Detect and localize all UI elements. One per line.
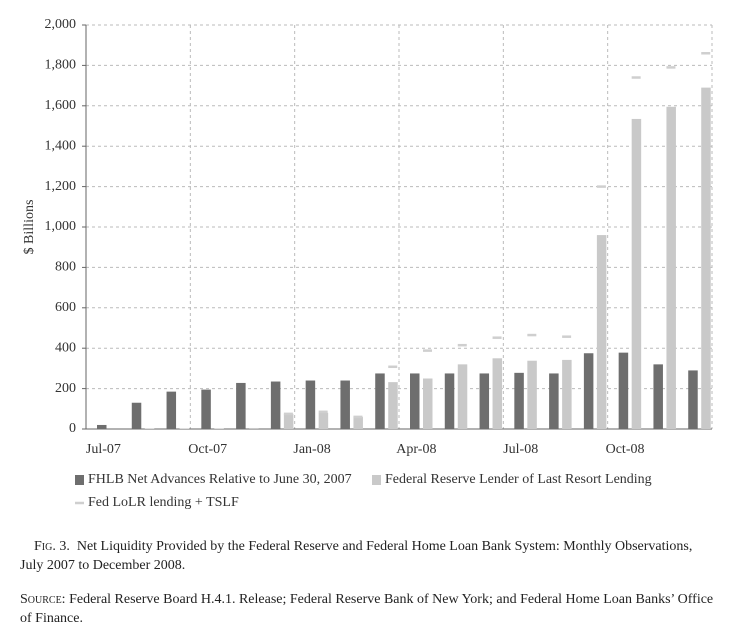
bar bbox=[423, 378, 433, 429]
bar bbox=[492, 358, 503, 429]
y-tick-label: 600 bbox=[55, 300, 76, 315]
x-tick-label: Oct-07 bbox=[188, 442, 227, 457]
y-tick-label: 400 bbox=[55, 340, 76, 355]
bar bbox=[340, 380, 350, 429]
bar bbox=[596, 235, 607, 429]
x-tick-label: Jul-08 bbox=[503, 442, 538, 457]
y-tick-label: 1,800 bbox=[45, 58, 77, 73]
bar bbox=[444, 373, 455, 429]
bar bbox=[201, 389, 211, 429]
y-tick-label: 0 bbox=[69, 421, 76, 436]
bar bbox=[562, 359, 572, 429]
bar bbox=[375, 373, 385, 429]
bar bbox=[388, 382, 398, 429]
chart: $ Billions 0 200 400 600 800 1,000 1,200 1,400 1… bbox=[22, 17, 713, 510]
y-axis-label: $ Billions bbox=[22, 200, 37, 255]
y-tick-label: 800 bbox=[55, 260, 76, 275]
legend-swatch bbox=[372, 475, 381, 485]
y-tick-label: 200 bbox=[55, 381, 76, 396]
bar bbox=[305, 380, 316, 429]
bar bbox=[179, 428, 190, 429]
bar bbox=[514, 372, 524, 429]
legend-label: Federal Reserve Lender of Last Resort Le… bbox=[385, 472, 652, 487]
bar bbox=[270, 381, 281, 429]
bar bbox=[527, 360, 537, 429]
bar bbox=[631, 118, 642, 430]
bar bbox=[457, 364, 468, 429]
bar bbox=[688, 370, 698, 429]
bar bbox=[583, 353, 594, 429]
bar bbox=[318, 412, 329, 429]
bar bbox=[131, 402, 142, 429]
legend-label: Fed LoLR lending + TSLF bbox=[88, 495, 239, 510]
caption: Fig. 3. Net Liquidity Provided by the Fe… bbox=[20, 537, 715, 575]
y-tick-label: 1,600 bbox=[45, 98, 77, 113]
source-label: Source: bbox=[20, 592, 66, 607]
bar bbox=[236, 382, 246, 429]
bar bbox=[653, 364, 663, 429]
caption-text: Net Liquidity Provided by the Federal Re… bbox=[20, 539, 693, 573]
bar bbox=[666, 106, 676, 429]
source-text: Federal Reserve Board H.4.1. Release; Fe… bbox=[20, 592, 714, 626]
y-tick-label: 1,200 bbox=[45, 179, 77, 194]
x-tick-label: Apr-08 bbox=[396, 442, 436, 457]
legend-swatch bbox=[75, 475, 84, 485]
x-tick-label: Jul-07 bbox=[86, 442, 121, 457]
y-tick-label: 1,400 bbox=[45, 138, 77, 153]
bar bbox=[549, 373, 559, 429]
bar bbox=[249, 427, 259, 429]
bar bbox=[166, 391, 177, 429]
bar bbox=[214, 428, 224, 429]
x-tick-label: Oct-08 bbox=[606, 442, 645, 457]
bar bbox=[618, 352, 629, 429]
caption-label: Fig. 3. bbox=[34, 539, 70, 554]
source: Source: Federal Reserve Board H.4.1. Rel… bbox=[20, 590, 715, 628]
bar bbox=[353, 416, 363, 429]
legend-label: FHLB Net Advances Relative to June 30, 2… bbox=[88, 472, 352, 487]
bar bbox=[701, 87, 711, 430]
y-tick-label: 1,000 bbox=[45, 219, 77, 234]
bar bbox=[97, 424, 107, 429]
x-tick-label: Jan-08 bbox=[293, 442, 330, 457]
bar bbox=[283, 413, 294, 429]
y-tick-label: 2,000 bbox=[45, 17, 77, 32]
bar bbox=[479, 373, 490, 429]
bar bbox=[410, 373, 420, 429]
bar bbox=[144, 428, 155, 429]
